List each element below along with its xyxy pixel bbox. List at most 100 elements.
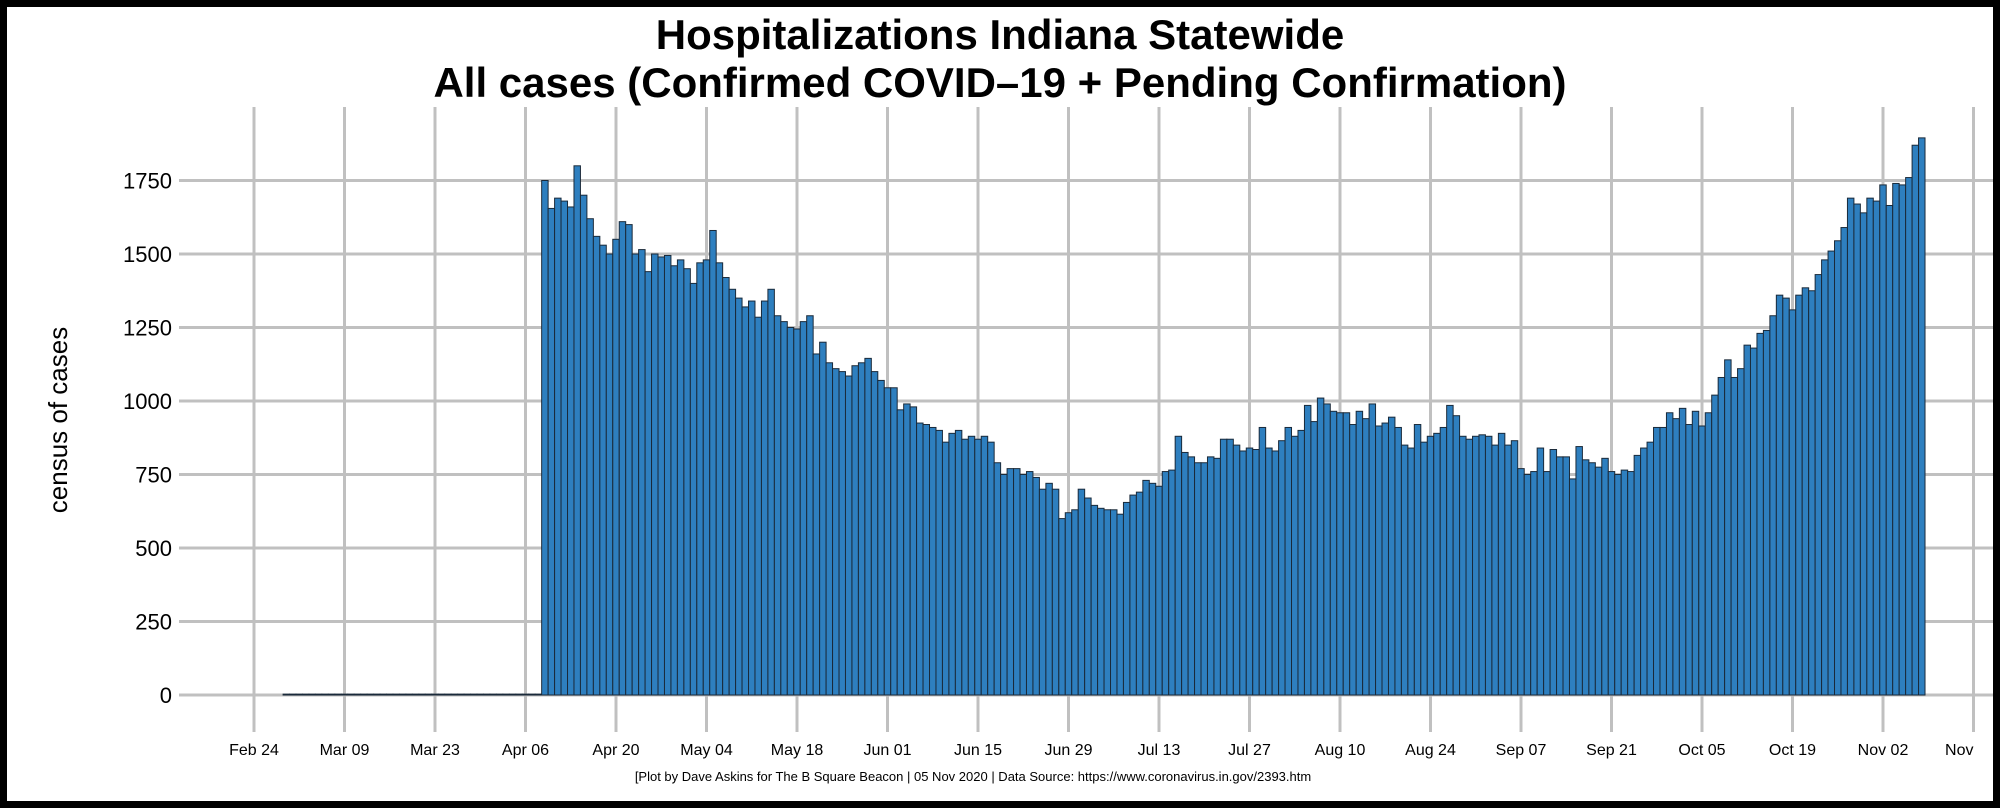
bar xyxy=(1187,456,1196,696)
bar xyxy=(1077,488,1086,696)
bar xyxy=(534,693,543,696)
bar xyxy=(295,693,303,696)
bar xyxy=(709,229,717,696)
bar xyxy=(644,271,653,696)
bar xyxy=(1905,177,1913,696)
bar xyxy=(1814,274,1823,696)
x-tick-label: Jul 27 xyxy=(1228,742,1271,759)
bar xyxy=(967,435,976,696)
bar xyxy=(1465,438,1474,696)
bar xyxy=(1737,368,1745,696)
bar xyxy=(1665,412,1674,696)
bar xyxy=(1232,444,1241,696)
bar xyxy=(1174,435,1183,696)
bar xyxy=(424,693,433,696)
bar xyxy=(1342,412,1351,696)
bar xyxy=(618,221,627,696)
bar xyxy=(1549,449,1558,696)
bar xyxy=(1058,518,1066,696)
x-tick-label: Apr 06 xyxy=(502,742,549,759)
bar xyxy=(560,200,569,696)
bar xyxy=(1375,425,1383,696)
bar xyxy=(1698,425,1706,696)
bar xyxy=(1724,359,1732,696)
bar xyxy=(1206,456,1215,696)
bar xyxy=(1594,466,1603,696)
bar xyxy=(638,249,646,696)
bar xyxy=(1568,478,1577,696)
bar xyxy=(444,693,452,696)
bar xyxy=(1536,447,1545,696)
bar xyxy=(366,693,375,696)
bar xyxy=(1349,424,1357,696)
x-tick-label: Jun 29 xyxy=(1044,742,1092,759)
bar xyxy=(1627,471,1635,696)
bar xyxy=(773,315,782,696)
bar xyxy=(398,693,407,696)
bar xyxy=(1355,410,1364,696)
bar xyxy=(599,244,607,696)
bar xyxy=(1678,407,1687,696)
y-tick-label: 1250 xyxy=(123,316,172,341)
bar xyxy=(663,254,672,696)
bar xyxy=(1420,441,1428,696)
bars xyxy=(282,137,1926,696)
bar xyxy=(857,362,866,696)
bar xyxy=(1866,197,1874,696)
bar xyxy=(1821,259,1829,696)
bar xyxy=(1368,403,1377,696)
bar xyxy=(1879,184,1887,696)
bar xyxy=(1142,479,1150,696)
bar xyxy=(1239,450,1247,696)
bar xyxy=(1025,471,1034,696)
bar xyxy=(676,259,685,696)
bar xyxy=(786,327,795,696)
bar xyxy=(1801,287,1810,696)
bar xyxy=(741,306,750,696)
bar xyxy=(1859,212,1868,696)
bar xyxy=(1653,426,1661,696)
bar xyxy=(1110,509,1118,696)
bar xyxy=(702,259,711,696)
bar xyxy=(941,441,950,696)
bar xyxy=(353,693,362,696)
bar xyxy=(379,693,388,696)
bar xyxy=(282,693,291,696)
bar xyxy=(482,693,491,696)
bar xyxy=(1834,240,1842,696)
bar xyxy=(508,693,517,696)
x-tick-label: Sep 07 xyxy=(1496,742,1547,759)
bar xyxy=(411,693,420,696)
bar xyxy=(883,387,892,696)
bar xyxy=(489,693,497,696)
bar xyxy=(450,693,459,696)
x-tick-label: Aug 24 xyxy=(1405,742,1456,759)
bar xyxy=(683,268,691,696)
bar xyxy=(651,253,659,696)
bar xyxy=(961,438,969,696)
bar xyxy=(722,277,730,696)
bar xyxy=(1827,250,1836,696)
bar xyxy=(1045,482,1053,696)
bar xyxy=(1148,482,1157,696)
x-tick-label: May 04 xyxy=(680,742,733,759)
chart-title-line-2: All cases (Confirmed COVID–19 + Pending … xyxy=(433,59,1566,106)
bar xyxy=(1730,376,1739,696)
bar xyxy=(314,693,323,696)
bar xyxy=(1640,447,1648,696)
bar xyxy=(579,194,588,696)
bar xyxy=(689,282,698,696)
bar xyxy=(1155,485,1163,696)
bar xyxy=(896,409,905,696)
bar xyxy=(799,321,808,696)
bar xyxy=(980,435,989,696)
bar xyxy=(1691,410,1700,696)
bar xyxy=(1097,507,1105,696)
chart: 0 250 500 750 1000 1250 1500 1750 Feb 24 Mar 09 M… xyxy=(43,11,1993,784)
bar xyxy=(1504,444,1512,696)
bar xyxy=(1517,468,1525,696)
bar xyxy=(1271,450,1280,696)
bar xyxy=(547,207,556,696)
bar xyxy=(1116,513,1124,696)
bar xyxy=(1756,332,1764,696)
